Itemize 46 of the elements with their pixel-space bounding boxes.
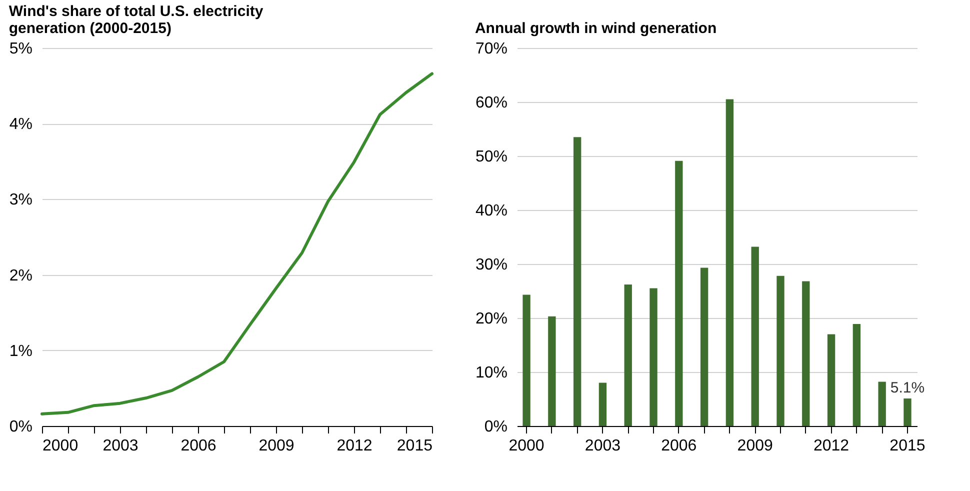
y-tick-label: 30%: [475, 256, 508, 274]
y-tick-label: 10%: [475, 364, 508, 382]
x-tick-label: 2015: [396, 438, 433, 454]
x-tick-label: 2015: [890, 438, 926, 454]
y-tick-label: 1%: [9, 342, 32, 360]
y-tick-label: 3%: [9, 192, 32, 209]
bar: [522, 294, 530, 426]
y-tick-label: 70%: [475, 40, 508, 58]
bar: [878, 382, 886, 426]
bar: [751, 246, 759, 426]
x-tick-label: 2006: [180, 438, 216, 454]
bar: [852, 324, 861, 426]
y-tick-label: 0%: [484, 418, 508, 436]
data-label: 5.1%: [890, 379, 925, 396]
y-tick-label: 2%: [9, 267, 32, 284]
x-tick-label: 2000: [508, 438, 544, 454]
y-tick-label: 4%: [9, 116, 32, 134]
x-tick-label: 2003: [102, 438, 138, 454]
x-tick-label: 2012: [336, 438, 372, 454]
y-tick-label: 20%: [475, 310, 508, 328]
chart-title: Wind's share of total U.S. electricity generation (2000-2015): [8, 3, 264, 37]
bar: [700, 268, 708, 426]
y-tick-label: 40%: [475, 202, 508, 220]
bar: [598, 382, 607, 426]
x-tick-label: 2012: [813, 438, 850, 454]
y-tick-label: 60%: [475, 94, 508, 112]
bar: [904, 398, 912, 426]
bar: [624, 284, 632, 426]
y-tick-label: 50%: [475, 148, 508, 166]
x-tick-label: 2006: [661, 438, 697, 454]
bar: [650, 288, 658, 426]
x-tick-label: 2000: [42, 438, 78, 454]
bar: [675, 160, 683, 426]
line-series: [40, 72, 434, 416]
x-tick-label: 2009: [258, 438, 294, 454]
bar: [726, 99, 734, 426]
y-tick-label: 0%: [9, 418, 32, 436]
y-tick-label: 5%: [9, 40, 32, 58]
bar: [802, 281, 810, 426]
x-tick-label: 2003: [584, 438, 621, 454]
bar: [548, 316, 556, 426]
bar: [776, 276, 784, 426]
bar: [573, 137, 582, 426]
chart-title: Annual growth in wind generation: [474, 20, 717, 37]
x-tick-label: 2009: [737, 438, 773, 454]
bar: [827, 334, 836, 426]
